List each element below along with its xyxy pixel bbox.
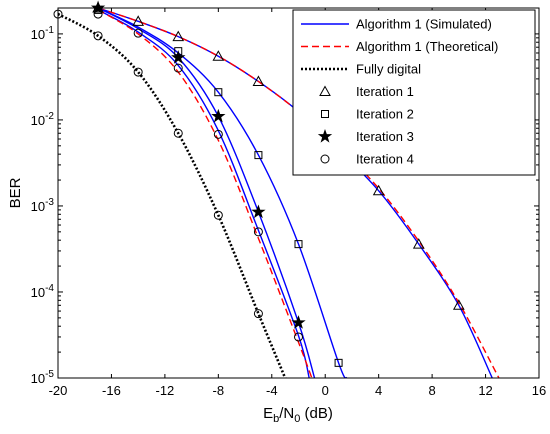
marker-star: [251, 204, 266, 219]
legend-label: Fully digital: [356, 62, 421, 77]
marker-circle: [93, 9, 103, 19]
x-label-b-sub: b: [273, 413, 279, 425]
legend-label: Iteration 3: [356, 129, 414, 144]
marker-triangle: [372, 184, 385, 196]
x-tick-label: -20: [49, 383, 68, 398]
legend-item: Algorithm 1 (Theoretical): [301, 39, 498, 54]
marker-circle: [253, 309, 263, 319]
x-tick-label: -8: [213, 383, 225, 398]
marker-circle: [213, 129, 223, 139]
marker-circle: [93, 31, 103, 41]
marker-circle: [173, 63, 183, 73]
x-axis-label: Eb/N0 (dB): [263, 405, 333, 425]
x-tick-label: -16: [102, 383, 121, 398]
marker-circle: [213, 210, 223, 220]
legend-item: Iteration 4: [320, 152, 414, 167]
series-line-fully-digital: [58, 12, 287, 378]
marker-circle: [253, 227, 263, 237]
marker-star: [171, 50, 186, 64]
marker-circle: [294, 332, 303, 342]
series-line-iteration-2: [97, 8, 348, 378]
y-tick-label: 10-4: [31, 283, 55, 300]
marker-square: [214, 88, 223, 97]
legend-label: Algorithm 1 (Simulated): [356, 17, 492, 32]
x-label-e: E: [263, 405, 273, 422]
plot-frame: [57, 7, 540, 379]
marker-triangle: [452, 299, 465, 310]
marker-circle: [173, 128, 183, 138]
legend-marker-triangle: [319, 85, 331, 96]
legend-label: Iteration 1: [356, 84, 414, 99]
x-label-n: /N: [279, 405, 294, 422]
marker-star: [211, 108, 226, 123]
legend-item: Iteration 3: [317, 128, 414, 144]
tick-labels: -20 -16 -12 -8 -4 0 4 8 12 16 10-1 10-2 10-3 10-4 10-5: [31, 25, 547, 398]
series-line-iteration-4: [97, 9, 310, 378]
x-label-unit: (dB): [300, 405, 333, 422]
legend-marker-square: [321, 110, 329, 118]
x-tick-label: -12: [155, 383, 174, 398]
y-tick-label: 10-2: [31, 111, 55, 128]
marker-star: [291, 315, 306, 329]
y-tick-label: 10-5: [31, 369, 55, 386]
marker-triangle: [412, 238, 425, 249]
y-tick-label: 10-1: [31, 25, 55, 42]
marker-triangle: [132, 15, 145, 26]
x-tick-label: 16: [532, 383, 546, 398]
x-label-0-sub: 0: [294, 413, 300, 425]
legend-item: Fully digital: [301, 62, 421, 77]
legend-item: Iteration 1: [319, 84, 414, 99]
legend-item: Algorithm 1 (Simulated): [301, 17, 492, 32]
legend-marker-star: [317, 128, 333, 143]
marker-triangle: [172, 30, 185, 42]
marker-square: [254, 151, 263, 160]
marker-circle: [133, 67, 143, 77]
legend-label: Iteration 2: [356, 107, 414, 122]
legend-box: [292, 9, 536, 176]
legend: Algorithm 1 (Simulated) Algorithm 1 (Theo…: [292, 9, 536, 176]
x-tick-label: 4: [375, 383, 382, 398]
x-tick-label: 0: [322, 383, 329, 398]
x-tick-label: -4: [266, 383, 278, 398]
marker-square: [294, 240, 303, 249]
marker-square: [334, 358, 343, 367]
legend-item: Iteration 2: [321, 107, 414, 122]
marker-circle: [133, 28, 143, 38]
marker-triangle: [212, 50, 225, 61]
series-markers: [53, 0, 465, 367]
y-tick-label: 10-3: [31, 197, 55, 214]
x-tick-label: 12: [478, 383, 492, 398]
y-axis-label: BER: [7, 177, 24, 208]
legend-label: Algorithm 1 (Theoretical): [356, 39, 498, 54]
legend-marker-circle: [320, 154, 330, 164]
x-tick-label: 8: [428, 383, 435, 398]
legend-label: Iteration 4: [356, 152, 414, 167]
marker-triangle: [252, 75, 265, 86]
